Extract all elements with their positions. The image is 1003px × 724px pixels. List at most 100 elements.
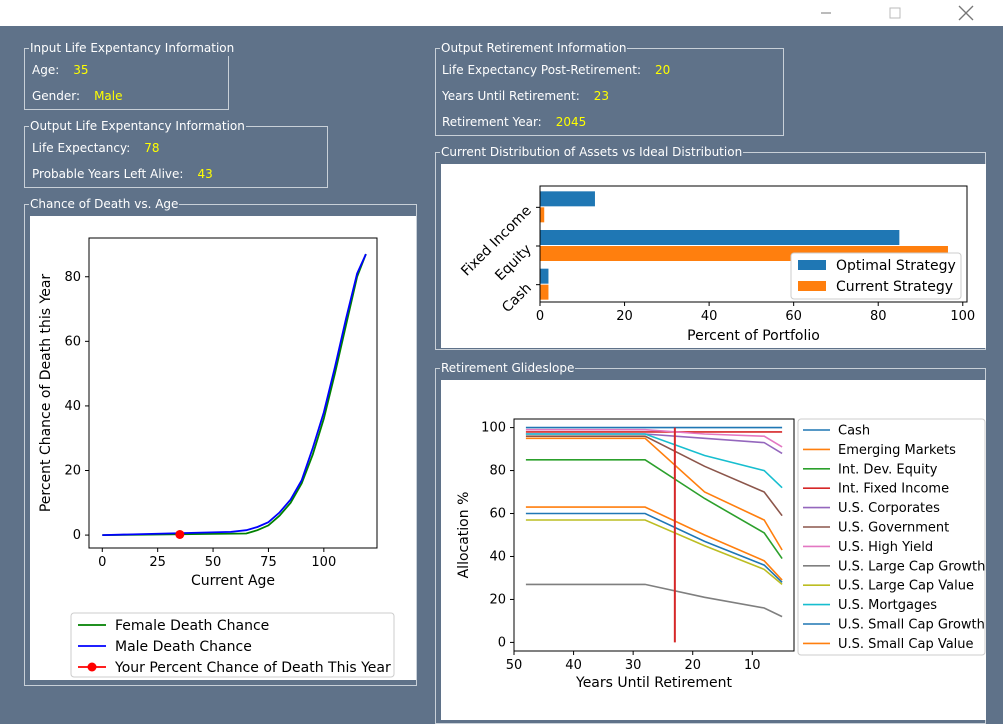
legend-label: Cash xyxy=(838,424,870,439)
plot-frame xyxy=(539,185,968,303)
age-row: Age: 35 xyxy=(32,63,89,77)
legend-label: Your Percent Chance of Death This Year xyxy=(114,660,391,676)
output-retirement-title: Output Retirement Information xyxy=(440,40,628,56)
years-left-value: 43 xyxy=(197,167,213,181)
x-tick-label: 50 xyxy=(506,658,523,673)
legend-label: U.S. Small Cap Value xyxy=(838,637,974,652)
y-tick-label: 80 xyxy=(64,270,81,285)
minimize-icon xyxy=(821,12,831,14)
y-tick-label: 40 xyxy=(489,549,506,564)
y-axis-label: Allocation % xyxy=(456,492,472,579)
legend-label: Female Death Chance xyxy=(115,618,269,634)
legend-box xyxy=(797,418,986,656)
x-tick-label: 30 xyxy=(625,658,642,673)
y-tick-label: 20 xyxy=(489,592,506,607)
x-tick-label: 50 xyxy=(205,555,222,570)
retirement-year-value: 2045 xyxy=(555,115,587,129)
legend-swatch xyxy=(798,260,826,270)
assets-chart: Cash Equity Fixed Income 0 20 40 60 80 100 Percen… xyxy=(441,164,986,348)
death-chart: 0 25 50 75 100 0 20 40 60 80 Current Age Percent Ch… xyxy=(30,216,416,680)
legend-label: Male Death Chance xyxy=(115,639,252,655)
legend-label: Int. Dev. Equity xyxy=(838,462,938,477)
x-tick-label: 20 xyxy=(684,658,701,673)
bar-1-2 xyxy=(540,207,545,223)
glide-chart: 50 40 30 20 10 0 20 40 60 80 100 Years Until Retire… xyxy=(441,380,986,720)
close-icon xyxy=(958,5,974,21)
y-tick-label: 60 xyxy=(64,334,81,349)
years-until-label: Years Until Retirement: xyxy=(442,89,580,103)
you-marker-point xyxy=(175,529,185,539)
bar-0-1 xyxy=(540,230,900,245)
y-tick-label: 80 xyxy=(489,464,506,479)
legend-label: Current Strategy xyxy=(836,279,953,295)
assets-chart-title: Current Distribution of Assets vs Ideal … xyxy=(440,144,744,160)
age-label: Age: xyxy=(32,63,60,77)
y-tick-label: 40 xyxy=(64,399,81,414)
years-left-label: Probable Years Left Alive: xyxy=(32,167,184,181)
x-tick-label: 40 xyxy=(565,658,582,673)
life-expectancy-label: Life Expectancy: xyxy=(32,141,131,155)
x-tick-label: 100 xyxy=(311,555,336,570)
output-life-title: Output Life Expentancy Information xyxy=(29,118,246,134)
glide-chart-group: Retirement Glideslope xyxy=(435,360,986,724)
legend-label: U.S. High Yield xyxy=(838,540,933,555)
input-life-group: Input Life Expentancy Information Age: 35… xyxy=(24,40,236,110)
legend-marker xyxy=(87,662,97,672)
legend-label: U.S. Mortgages xyxy=(838,598,937,613)
x-axis-label: Years Until Retirement xyxy=(575,675,733,691)
series-line-5 xyxy=(525,435,783,517)
legend-label: Optimal Strategy xyxy=(836,258,956,274)
legend-label: U.S. Large Cap Growth xyxy=(838,559,985,574)
window-title-bar xyxy=(0,0,1003,26)
plot-frame xyxy=(513,418,795,652)
gender-label: Gender: xyxy=(32,89,81,103)
series-line-0 xyxy=(102,253,367,536)
x-tick-label: 80 xyxy=(870,309,887,324)
input-life-title: Input Life Expentancy Information xyxy=(29,40,236,56)
y-tick-label: Cash xyxy=(499,280,535,316)
death-chart-svg: 0 25 50 75 100 0 20 40 60 80 Current Age Percent Ch… xyxy=(38,237,395,678)
legend-label: U.S. Corporates xyxy=(838,501,940,516)
series-line-7 xyxy=(525,583,783,618)
x-tick-label: 60 xyxy=(785,309,802,324)
series-line-9 xyxy=(525,433,783,489)
years-left-row: Probable Years Left Alive: 43 xyxy=(32,167,213,181)
series-line-1 xyxy=(102,253,367,536)
y-tick-label: 20 xyxy=(64,464,81,479)
plot-frame xyxy=(88,237,378,549)
x-tick-label: 20 xyxy=(616,309,633,324)
maximize-button[interactable] xyxy=(872,0,918,26)
x-axis-label: Percent of Portfolio xyxy=(687,328,820,344)
legend-label: Emerging Markets xyxy=(838,443,956,458)
x-tick-label: 75 xyxy=(260,555,277,570)
y-tick-label: 0 xyxy=(498,635,506,650)
death-chart-group: Chance of Death vs. Age xyxy=(24,196,417,686)
death-chart-title: Chance of Death vs. Age xyxy=(29,196,180,212)
post-retirement-label: Life Expectancy Post-Retirement: xyxy=(442,63,642,77)
bar-0-2 xyxy=(540,191,595,207)
gender-value: Male xyxy=(94,89,123,103)
y-tick-label: 0 xyxy=(73,528,81,543)
close-button[interactable] xyxy=(943,0,989,26)
x-tick-label: 10 xyxy=(744,658,761,673)
bar-0-0 xyxy=(540,268,549,284)
legend-swatch xyxy=(798,281,826,291)
x-tick-label: 25 xyxy=(149,555,166,570)
glide-chart-title: Retirement Glideslope xyxy=(440,360,576,376)
x-tick-label: 0 xyxy=(536,309,544,324)
legend-box xyxy=(790,252,962,300)
assets-chart-group: Current Distribution of Assets vs Ideal … xyxy=(435,144,986,350)
minimize-button[interactable] xyxy=(803,0,849,26)
series-line-1 xyxy=(525,437,783,551)
years-until-value: 23 xyxy=(593,89,610,103)
life-expectancy-value: 78 xyxy=(144,141,160,155)
legend-label: U.S. Large Cap Value xyxy=(838,579,974,594)
post-retirement-row: Life Expectancy Post-Retirement: 20 xyxy=(442,63,670,77)
x-tick-label: 40 xyxy=(701,309,718,324)
age-value: 35 xyxy=(73,63,89,77)
gender-row: Gender: Male xyxy=(32,89,123,103)
series-line-2 xyxy=(525,459,783,560)
legend-label: U.S. Small Cap Growth xyxy=(838,618,985,633)
